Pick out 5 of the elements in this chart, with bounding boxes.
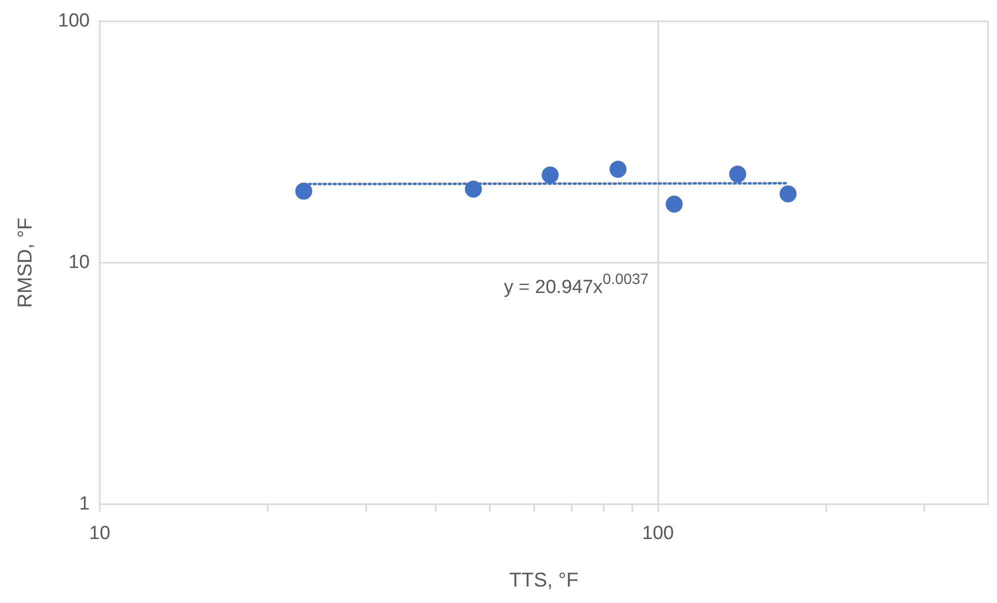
y-tick-label: 1 <box>79 493 90 514</box>
y-tick-label: 100 <box>58 10 90 32</box>
x-axis-title: TTS, °F <box>509 570 578 592</box>
y-tick-label: 10 <box>68 252 90 274</box>
y-axis-title: RMSD, °F <box>14 218 37 308</box>
